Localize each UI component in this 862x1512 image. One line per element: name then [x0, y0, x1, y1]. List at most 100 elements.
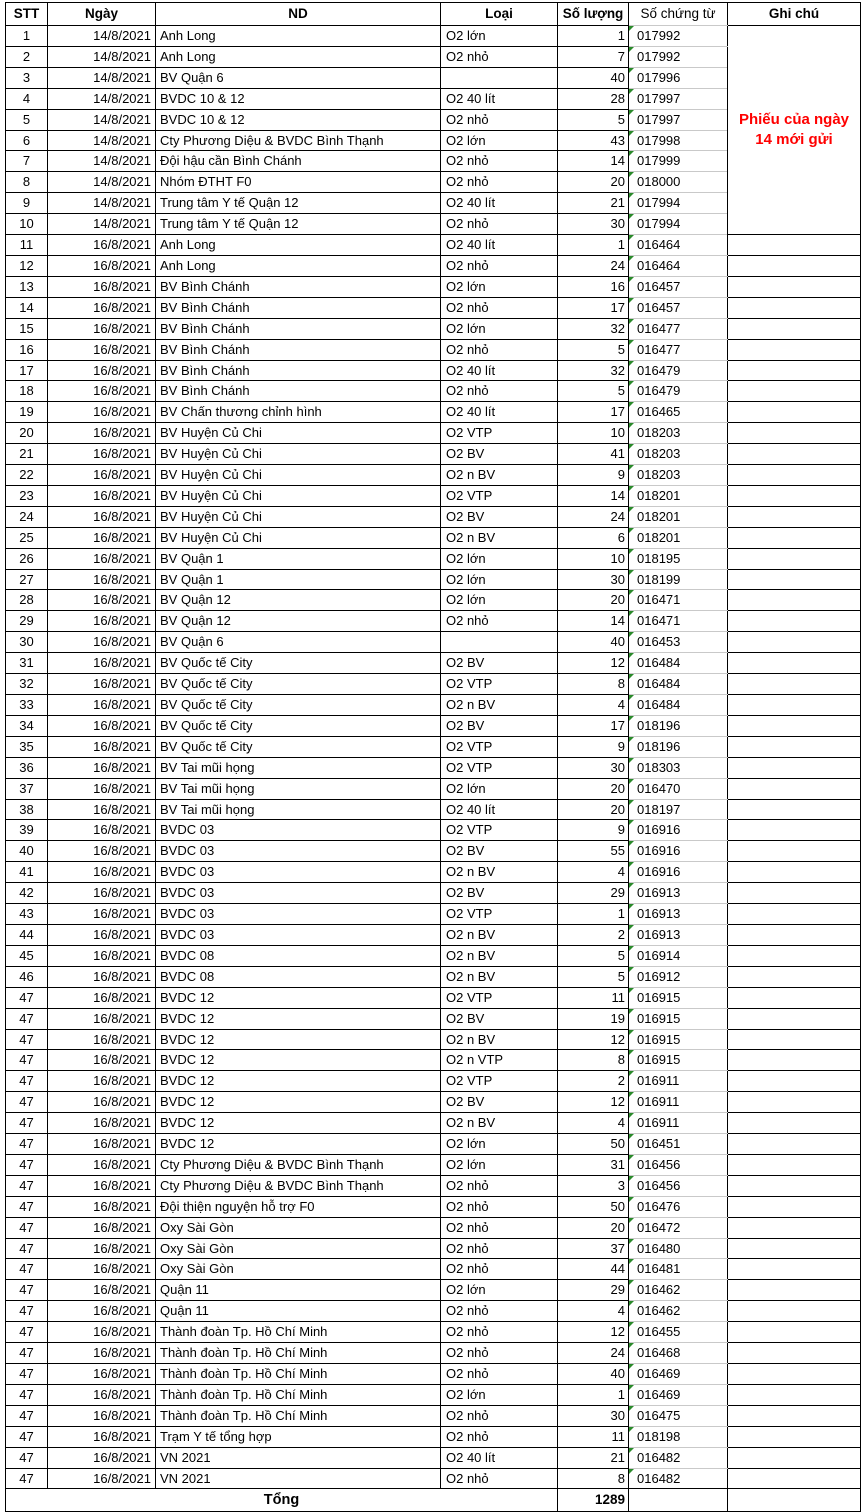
cell-so-chung-tu[interactable]: 016911: [628, 1070, 728, 1093]
cell-ghi-chu[interactable]: [727, 903, 861, 925]
cell-so-chung-tu[interactable]: 016484: [628, 673, 728, 695]
cell-loai[interactable]: O2 nhỏ: [440, 108, 558, 131]
cell-loai[interactable]: O2 nhỏ: [440, 296, 558, 319]
cell-so-luong[interactable]: 24: [557, 254, 629, 277]
cell-ngay[interactable]: 16/8/2021: [47, 1237, 156, 1260]
cell-nd[interactable]: Anh Long: [155, 234, 441, 256]
cell-stt[interactable]: 47: [5, 1237, 48, 1260]
cell-so-luong[interactable]: 8: [557, 673, 629, 695]
cell-nd[interactable]: BVDC 08: [155, 965, 441, 988]
cell-so-luong[interactable]: 30: [557, 568, 629, 591]
cell-so-luong[interactable]: 17: [557, 296, 629, 319]
cell-stt[interactable]: 47: [5, 1174, 48, 1197]
column-header-stt[interactable]: STT: [5, 2, 48, 26]
cell-so-chung-tu[interactable]: 017997: [628, 87, 728, 110]
cell-stt[interactable]: 47: [5, 1133, 48, 1155]
cell-nd[interactable]: BV Huyện Củ Chi: [155, 443, 441, 466]
cell-nd[interactable]: BVDC 03: [155, 903, 441, 925]
cell-nd[interactable]: Oxy Sài Gòn: [155, 1216, 441, 1239]
cell-so-chung-tu[interactable]: 016477: [628, 338, 728, 361]
cell-nd[interactable]: Quận 11: [155, 1300, 441, 1323]
cell-so-luong[interactable]: 29: [557, 882, 629, 905]
cell-stt[interactable]: 47: [5, 1216, 48, 1239]
cell-ngay[interactable]: 16/8/2021: [47, 1383, 156, 1406]
cell-so-luong[interactable]: 40: [557, 631, 629, 654]
cell-so-luong[interactable]: 20: [557, 171, 629, 194]
cell-so-chung-tu[interactable]: 016472: [628, 1216, 728, 1239]
cell-loai[interactable]: O2 n BV: [440, 1028, 558, 1051]
cell-stt[interactable]: 3: [5, 66, 48, 89]
cell-so-chung-tu[interactable]: 016482: [628, 1446, 728, 1469]
cell-loai[interactable]: O2 VTP: [440, 422, 558, 445]
cell-so-chung-tu[interactable]: 018201: [628, 505, 728, 528]
cell-ghi-chu[interactable]: [727, 464, 861, 486]
cell-ngay[interactable]: 16/8/2021: [47, 317, 156, 340]
cell-ghi-chu[interactable]: [727, 1363, 861, 1385]
cell-nd[interactable]: Trung tâm Y tế Quận 12: [155, 213, 441, 236]
cell-loai[interactable]: O2 n BV: [440, 861, 558, 884]
cell-loai[interactable]: O2 nhỏ: [440, 1216, 558, 1239]
cell-nd[interactable]: Anh Long: [155, 254, 441, 277]
cell-so-luong[interactable]: 55: [557, 840, 629, 863]
cell-stt[interactable]: 9: [5, 192, 48, 215]
cell-loai[interactable]: O2 nhỏ: [440, 1258, 558, 1281]
cell-so-chung-tu[interactable]: 016913: [628, 882, 728, 905]
cell-nd[interactable]: Thành đoàn Tp. Hồ Chí Minh: [155, 1363, 441, 1385]
cell-so-chung-tu[interactable]: 016457: [628, 275, 728, 298]
total-so-chung-tu-cell[interactable]: [628, 1488, 728, 1512]
cell-ngay[interactable]: 16/8/2021: [47, 735, 156, 758]
cell-loai[interactable]: O2 BV: [440, 443, 558, 466]
cell-ghi-chu[interactable]: [727, 254, 861, 277]
cell-so-luong[interactable]: 14: [557, 150, 629, 173]
cell-stt[interactable]: 30: [5, 631, 48, 654]
cell-loai[interactable]: O2 40 lít: [440, 401, 558, 424]
cell-ghi-chu[interactable]: [727, 735, 861, 758]
cell-loai[interactable]: O2 nhỏ: [440, 171, 558, 194]
cell-so-luong[interactable]: 5: [557, 944, 629, 967]
cell-so-luong[interactable]: 29: [557, 1279, 629, 1302]
cell-nd[interactable]: BVDC 10 & 12: [155, 108, 441, 131]
cell-so-chung-tu[interactable]: 017994: [628, 213, 728, 236]
cell-loai[interactable]: O2 nhỏ: [440, 1342, 558, 1364]
cell-so-chung-tu[interactable]: 018303: [628, 756, 728, 779]
cell-ghi-chu[interactable]: [727, 1383, 861, 1406]
cell-nd[interactable]: BVDC 12: [155, 1112, 441, 1135]
cell-stt[interactable]: 33: [5, 694, 48, 716]
cell-ngay[interactable]: 14/8/2021: [47, 87, 156, 110]
cell-stt[interactable]: 47: [5, 1321, 48, 1344]
cell-ngay[interactable]: 16/8/2021: [47, 1070, 156, 1093]
cell-so-chung-tu[interactable]: 016462: [628, 1300, 728, 1323]
cell-loai[interactable]: O2 BV: [440, 652, 558, 675]
cell-nd[interactable]: BV Quận 12: [155, 610, 441, 633]
cell-ghi-chu[interactable]: [727, 882, 861, 905]
cell-so-luong[interactable]: 30: [557, 756, 629, 779]
cell-so-chung-tu[interactable]: 016914: [628, 944, 728, 967]
cell-loai[interactable]: O2 lớn: [440, 589, 558, 612]
cell-so-luong[interactable]: 1: [557, 1383, 629, 1406]
cell-ghi-chu[interactable]: [727, 1279, 861, 1302]
cell-so-luong[interactable]: 2: [557, 1070, 629, 1093]
cell-ghi-chu[interactable]: [727, 631, 861, 654]
cell-ngay[interactable]: 16/8/2021: [47, 965, 156, 988]
cell-ghi-chu[interactable]: [727, 965, 861, 988]
cell-ngay[interactable]: 16/8/2021: [47, 798, 156, 821]
cell-so-luong[interactable]: 8: [557, 1467, 629, 1490]
cell-ghi-chu[interactable]: [727, 547, 861, 570]
cell-nd[interactable]: BV Huyện Củ Chi: [155, 526, 441, 549]
cell-so-chung-tu[interactable]: 018197: [628, 798, 728, 821]
cell-nd[interactable]: Quận 11: [155, 1279, 441, 1302]
cell-loai[interactable]: O2 lớn: [440, 1279, 558, 1302]
cell-ghi-chu[interactable]: [727, 840, 861, 863]
cell-loai[interactable]: O2 lớn: [440, 777, 558, 800]
cell-ghi-chu[interactable]: [727, 986, 861, 1009]
cell-ngay[interactable]: 16/8/2021: [47, 1363, 156, 1385]
cell-so-luong[interactable]: 28: [557, 87, 629, 110]
cell-ngay[interactable]: 16/8/2021: [47, 380, 156, 403]
cell-nd[interactable]: BV Quận 1: [155, 547, 441, 570]
cell-stt[interactable]: 47: [5, 1007, 48, 1030]
cell-so-luong[interactable]: 17: [557, 401, 629, 424]
cell-ghi-chu[interactable]: [727, 1112, 861, 1135]
cell-loai[interactable]: O2 nhỏ: [440, 150, 558, 173]
cell-nd[interactable]: Anh Long: [155, 25, 441, 47]
cell-so-luong[interactable]: 40: [557, 1363, 629, 1385]
